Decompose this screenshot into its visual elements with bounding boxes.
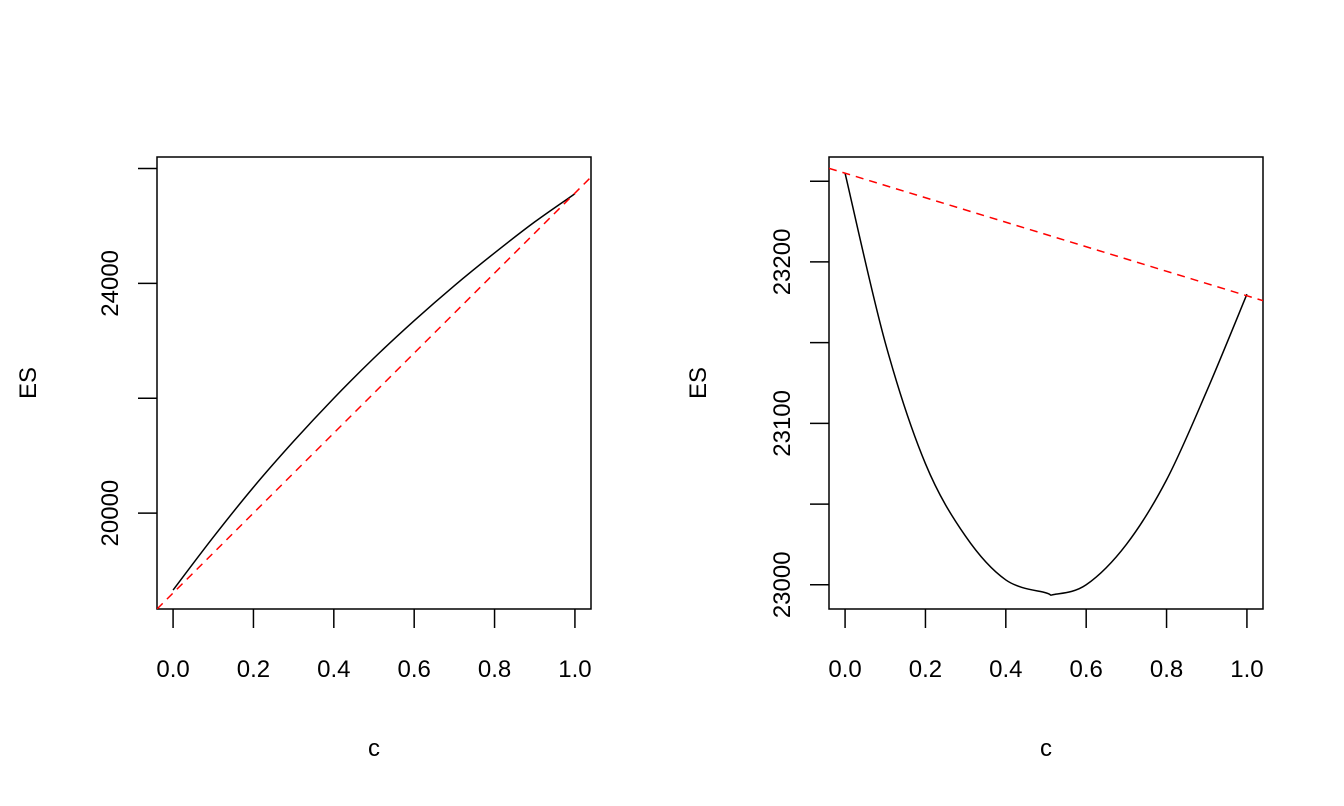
x-tick-label: 0.6: [1069, 656, 1102, 683]
y-tick-label: 23200: [769, 229, 796, 296]
x-tick-label: 0.0: [828, 656, 861, 683]
x-tick-label: 0.8: [478, 656, 511, 683]
x-tick-label: 0.2: [909, 656, 942, 683]
x-axis-label: c: [368, 735, 380, 762]
x-tick-label: 1.0: [1230, 656, 1263, 683]
y-tick-label: 20000: [97, 480, 124, 547]
y-axis-label: ES: [15, 367, 42, 399]
reference-line: [829, 167, 1263, 302]
left-plot: 0.0 0.2 0.4 0.6 0.8 1.0 20000 24000 c ES: [15, 156, 592, 762]
y-tick-label: 24000: [97, 250, 124, 317]
x-tick-label: 0.4: [317, 656, 350, 683]
x-tick-label: 1.0: [558, 656, 591, 683]
es-curve: [172, 193, 576, 591]
es-curve: [844, 172, 1248, 596]
x-axis-label: c: [1040, 735, 1052, 762]
x-tick-label: 0.4: [989, 656, 1022, 683]
right-plot: 0.0 0.2 0.4 0.6 0.8 1.0 23000 23100 23200 c ES: [685, 156, 1264, 762]
x-tick-label: 0.2: [237, 656, 270, 683]
x-tick-label: 0.8: [1150, 656, 1183, 683]
plot-frame: [828, 156, 1264, 610]
reference-line: [157, 176, 591, 609]
y-axis-label: ES: [685, 367, 712, 399]
y-tick-label: 23100: [769, 390, 796, 457]
plot-frame: [156, 156, 592, 610]
y-tick-label: 23000: [769, 551, 796, 618]
x-tick-label: 0.6: [397, 656, 430, 683]
x-tick-label: 0.0: [156, 656, 189, 683]
